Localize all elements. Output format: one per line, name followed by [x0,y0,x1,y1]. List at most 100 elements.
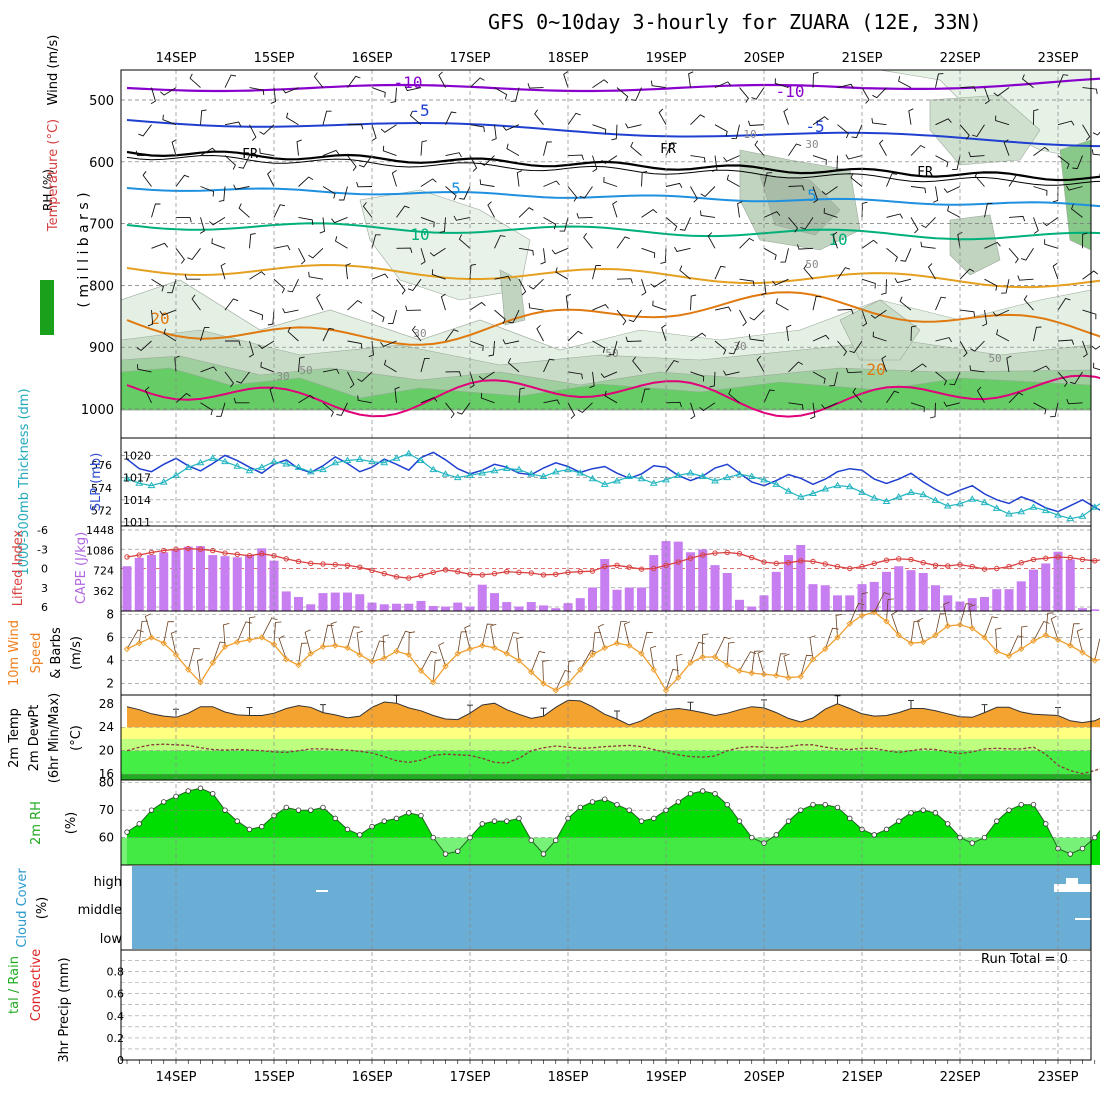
wind-barb [665,359,679,373]
thickness-marker [576,469,585,476]
wind-barb [528,302,544,311]
thickness-marker [1090,503,1099,510]
precip-tick-label: 0.2 [107,1032,125,1045]
lifted-index-marker [589,568,596,574]
wind-barb [984,87,990,105]
wind-barb [138,620,149,644]
cape-bar [796,544,806,611]
wind-barb [438,642,446,667]
rh-marker [430,834,436,841]
wind-barb [481,623,494,646]
wind-barb [248,340,254,358]
precip-tick-label: 0.8 [107,966,125,979]
cape-bar [575,598,585,611]
slp-ylabel-part: SLP (mb) [89,453,104,512]
wind-barb [976,386,985,404]
thickness-ylabel-part: 1000-500mb Thickness (dm) [17,388,32,575]
wind-barb [270,87,276,104]
wind-barb [628,309,642,323]
thickness-marker [257,463,266,470]
wind-barb [772,278,789,286]
rh-marker [357,832,363,838]
thickness-marker [968,495,977,502]
wind-barb [757,650,765,675]
lifted-index-marker [185,545,191,552]
wind-speed-marker [368,658,376,665]
wind-barb [469,371,475,389]
wind-barb [1001,279,1010,294]
wind-barb [603,176,618,187]
wind-speed-marker [577,666,584,673]
cape-bar [906,570,916,611]
wind-barb [1020,625,1028,650]
thickness-marker [943,502,952,509]
wind-barb [175,392,191,404]
wind-speed-marker [172,651,180,658]
thickness-marker [845,482,854,490]
lifted-index-marker [1079,556,1086,563]
wind-barb [641,279,647,296]
wind-speed-marker [540,680,547,687]
wind-barb [261,617,278,638]
wind-barb [886,247,898,262]
wind-barb [445,402,455,419]
wind-barb [224,298,239,311]
wind-speed-marker [785,674,792,681]
wind-barb [849,340,863,354]
slp-line [126,451,1100,513]
wind-barb [136,364,152,373]
contour-label: 50 [299,364,312,377]
wind-barb [891,611,900,636]
lifted-index-marker [822,561,828,567]
lifted-index-marker [700,552,706,558]
rh-marker [981,834,988,841]
lifted-index-marker [577,569,583,575]
upper-ylabel-wind-part: Wind (m/s) [46,35,61,106]
wind-barb [391,170,397,187]
thickness-marker [551,467,560,475]
wind-barb [298,216,314,225]
wind-barb [308,271,324,280]
wind-barb [763,247,777,261]
lifted-index-marker [357,564,363,570]
wind-barb [287,279,299,293]
wind-barb [900,248,912,262]
lifted-index-marker [834,563,841,570]
thickness-marker [674,471,683,478]
wind-barb [920,241,936,249]
wind-barb [616,309,627,326]
wind-barb [1033,365,1050,373]
wind-barb [480,392,495,404]
wind-barb [411,325,422,342]
wind-speed-marker [417,667,425,675]
wind-barb [1082,124,1091,141]
rh-marker [136,821,142,827]
li-tick-label: 6 [41,601,48,614]
upper-ytick-label: 900 [89,341,114,356]
wind-barb [518,247,534,256]
wind-barb [783,653,790,678]
rh-marker [442,851,449,857]
rh-marker [197,785,204,791]
rh-marker [896,818,902,824]
wind-barb [625,336,642,342]
wind-barb [371,309,385,323]
temp-tick-label: 20 [99,744,114,758]
rh-marker [810,801,816,808]
cape-bar [281,591,291,611]
wind-barb [445,152,462,158]
rh-marker [1092,834,1098,841]
wind-barb [592,304,609,311]
wind-speed-marker [319,643,327,650]
temp-tick-label: 16 [99,767,114,781]
wind-barb [1008,248,1019,264]
wind-barb [1033,402,1047,415]
upper-ylabel-temp: Temperature (°C) [46,119,61,232]
temp-area [127,700,1100,728]
wind-barb [739,87,750,103]
upper-ylabel-wind: Wind (m/s) [46,35,61,106]
wind-barb [623,621,631,646]
wind-speed-marker [332,642,339,649]
rh-marker [1067,851,1073,857]
wind-barb [368,340,374,358]
